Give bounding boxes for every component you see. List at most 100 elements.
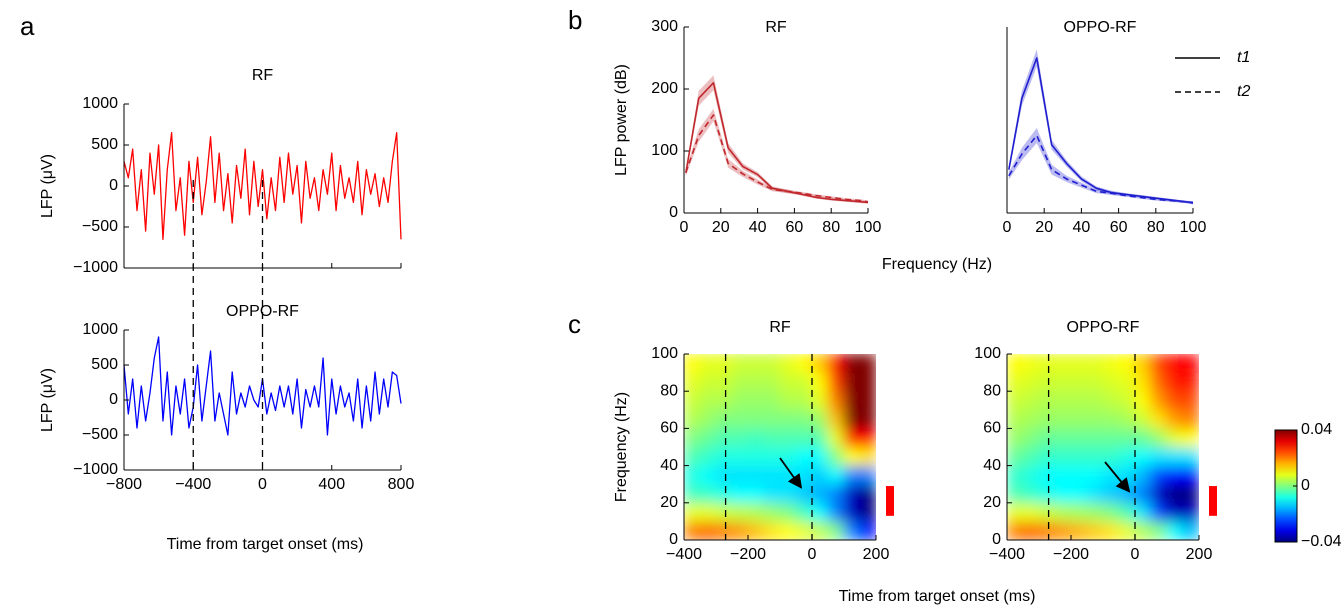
x-axis-label: Frequency (Hz) [882, 256, 992, 273]
heatmap-cell [1134, 465, 1152, 485]
heatmap-cell [1118, 354, 1136, 374]
heatmap-cell [1054, 465, 1072, 485]
heatmap-cell [1166, 502, 1184, 522]
heatmap-cell [747, 465, 765, 485]
heatmap-cell [731, 465, 749, 485]
colorbar-tick-label: −0.04 [1301, 533, 1342, 550]
heatmap-cell [1038, 390, 1056, 411]
heatmap-cells [1007, 354, 1199, 540]
heatmap-cell [684, 502, 701, 522]
heatmap-cell [715, 372, 733, 392]
heatmap-cell [1150, 446, 1168, 467]
chart: OPPO-RF LFP (μV) −1000 −500 0 500 1000 −800 −400… [39, 303, 414, 493]
heatmap-cell [795, 390, 813, 411]
arrow [779, 457, 803, 489]
heatmap-cell [1182, 372, 1199, 392]
heatmap-cell [1022, 446, 1040, 467]
heatmap-cell [731, 520, 749, 540]
heatmap-cell [1102, 483, 1120, 504]
x-tick-label: 400 [318, 476, 345, 493]
y-tick-label: 300 [651, 18, 678, 35]
heatmap-cell [859, 390, 876, 411]
heatmap-cells [684, 354, 876, 540]
heatmap-cell [763, 390, 781, 411]
heatmap-cell [1007, 390, 1024, 411]
panel-letter: a [20, 11, 35, 41]
heatmap-cell [1150, 372, 1168, 392]
heatmap-cell [827, 483, 845, 504]
heatmap-cell [811, 502, 829, 522]
heatmap-cell [1118, 372, 1136, 392]
heatmap-cell [1182, 483, 1199, 504]
heatmap-cell [1086, 372, 1104, 392]
heatmap-cell [1038, 465, 1056, 485]
heatmap-cell [1070, 483, 1088, 504]
y-tick-label: 60 [983, 420, 1001, 437]
heatmap-cell [827, 446, 845, 467]
heatmap-cell [699, 354, 717, 374]
y-tick-label: 0 [992, 531, 1001, 548]
heatmap-cell [1182, 465, 1199, 485]
heatmap-cell [811, 427, 829, 448]
heatmap-cell [1150, 409, 1168, 429]
heatmap-cell [795, 483, 813, 504]
heatmap-cell [827, 390, 845, 411]
heatmap-cell [1038, 520, 1056, 540]
line [685, 114, 869, 203]
heatmap-cell [1054, 502, 1072, 522]
heatmap-cell [684, 409, 701, 429]
heatmap-cell [1007, 354, 1024, 374]
heatmap-cell [715, 465, 733, 485]
heatmap-cell [859, 483, 876, 504]
y-tick-label: 20 [983, 494, 1001, 511]
y-tick-label: 100 [651, 345, 678, 362]
heatmap-cell [715, 427, 733, 448]
heatmap-cell [1007, 372, 1024, 392]
heatmap-cell [1134, 354, 1152, 374]
heatmap-cell [731, 354, 749, 374]
heatmap-cell [795, 502, 813, 522]
heatmap-cell [1102, 427, 1120, 448]
heatmap-cell [731, 427, 749, 448]
heatmap-cell [1054, 446, 1072, 467]
heatmap-cell [747, 427, 765, 448]
y-tick-label: 200 [651, 80, 678, 97]
chart-title: OPPO-RF [1067, 319, 1140, 336]
heatmap-cell [1086, 427, 1104, 448]
heatmap-cell [747, 409, 765, 429]
heatmap-cell [684, 354, 701, 374]
heatmap-cell [1166, 354, 1184, 374]
heatmap-cell [1070, 372, 1088, 392]
heatmap-cell [779, 409, 797, 429]
x-tick-label: −200 [1053, 546, 1089, 563]
heatmap-cell [1102, 372, 1120, 392]
line [123, 132, 402, 240]
y-tick-label: 0 [109, 391, 118, 408]
heatmap-cell [795, 446, 813, 467]
y-axis-label: LFP (μV) [39, 368, 56, 432]
heatmap-cell [1038, 446, 1056, 467]
heatmap-cell [1166, 520, 1184, 540]
heatmap-cell [699, 427, 717, 448]
heatmap-cell [811, 520, 829, 540]
error-band [685, 75, 868, 204]
chart: RF Frequency (Hz) 0 20 40 60 80 100 −400 −200 0 200 [613, 319, 894, 563]
heatmap-cell [1007, 446, 1024, 467]
heatmap-cell [859, 520, 876, 540]
heatmap-cell [1102, 465, 1120, 485]
heatmap-cell [859, 427, 876, 448]
heatmap-cell [684, 520, 701, 540]
heatmap-cell [763, 409, 781, 429]
x-tick-label: 20 [1035, 219, 1053, 236]
heatmap-cell [1038, 409, 1056, 429]
x-tick-label: 40 [1073, 219, 1091, 236]
heatmap-cell [1070, 465, 1088, 485]
heatmap-cell [1182, 390, 1199, 411]
heatmap-cell [1086, 390, 1104, 411]
y-tick-label: 0 [669, 204, 678, 221]
x-tick-label: −400 [666, 546, 702, 563]
heatmap-cell [1022, 390, 1040, 411]
heatmap-cell [1150, 483, 1168, 504]
